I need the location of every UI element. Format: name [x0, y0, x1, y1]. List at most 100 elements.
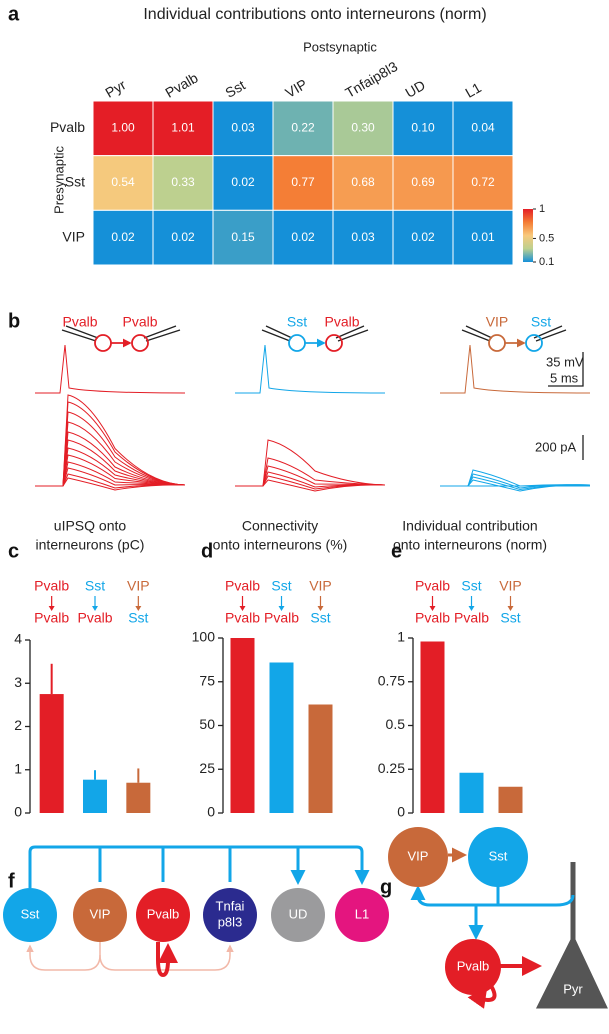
traces [35, 344, 591, 492]
chart-title: Connectivity [242, 518, 318, 534]
panel-label: e [391, 540, 402, 562]
node-label: L1 [355, 906, 369, 921]
node-label: Pyr [563, 981, 583, 996]
node-label: p8l3 [218, 914, 243, 929]
spike-trace [440, 344, 591, 394]
category-pre: Pvalb [415, 578, 450, 594]
y-tick-label: 1 [397, 629, 405, 645]
cell-label: 0.02 [291, 230, 315, 244]
cell-label: 0.72 [471, 175, 495, 189]
heatmap-cell [152, 100, 214, 157]
chart-title: uIPSQ onto [54, 518, 127, 534]
y-tick-label: 0 [14, 804, 22, 820]
column-label: Tnfaip8l3 [342, 58, 400, 101]
colorbar [523, 209, 533, 262]
bar [269, 662, 294, 813]
connection [28, 845, 370, 888]
row-label: Pvalb [50, 119, 85, 135]
panel-label: d [201, 540, 213, 562]
connection [99, 944, 234, 971]
chart-title: onto interneurons (norm) [393, 537, 547, 553]
panel-b: b Pvalb Pvalb Sst Pvalb VIP Sst 35 mV 5 … [8, 310, 584, 460]
heatmap-cell [212, 100, 274, 157]
current-trace [35, 394, 186, 487]
self-connection [156, 942, 178, 978]
scale-bar [548, 352, 584, 387]
y-tick-label: 75 [199, 672, 215, 688]
category-post: Pvalb [454, 610, 489, 626]
colorbar-tick-label: 1 [539, 203, 545, 215]
heatmap-cell [332, 209, 394, 266]
column-label: Pyr [102, 76, 128, 101]
cell [525, 334, 543, 352]
category-arrowhead [48, 606, 55, 611]
y-tick-label: 0.25 [378, 760, 405, 776]
spike-trace [35, 344, 186, 394]
post-label: Sst [531, 314, 551, 330]
column-label: VIP [282, 76, 310, 101]
node-label: Pvalb [147, 906, 180, 921]
heatmap-cell [332, 100, 394, 157]
node [468, 827, 528, 887]
y-tick-label: 0.75 [378, 672, 405, 688]
category-post: Sst [500, 610, 520, 626]
panel-label: c [8, 540, 19, 562]
connection [410, 885, 498, 907]
panel-label: a [8, 3, 20, 25]
cell [488, 334, 506, 352]
heatmap-cell [272, 100, 334, 157]
category-post: Pvalb [34, 610, 69, 626]
current-trace [440, 476, 591, 491]
y-tick-label: 2 [14, 717, 22, 733]
current-trace [35, 411, 186, 487]
scale-label: 200 pA [535, 439, 577, 454]
connection [26, 942, 101, 971]
cell-label: 0.54 [111, 175, 135, 189]
column-label: UD [402, 77, 428, 101]
heatmap-cell [452, 209, 514, 266]
category-post: Pvalb [415, 610, 450, 626]
node [136, 888, 190, 942]
cell-label: 0.02 [171, 230, 195, 244]
y-tick-label: 4 [14, 631, 22, 647]
cell-label: 0.15 [231, 230, 255, 244]
node [203, 888, 257, 942]
bar [39, 694, 64, 813]
cell [131, 334, 149, 352]
scale-label: 35 mV [546, 354, 584, 369]
post-label: Pvalb [122, 314, 157, 330]
bar [420, 641, 445, 813]
current-trace [35, 421, 186, 487]
scale-label: 5 ms [550, 370, 579, 385]
category-post: Sst [310, 610, 330, 626]
cell-label: 0.69 [411, 175, 435, 189]
heatmap-cell [92, 100, 154, 157]
current-trace [235, 439, 386, 487]
bar [498, 786, 523, 813]
node-label: VIP [90, 906, 111, 921]
category-pre: VIP [127, 578, 150, 594]
heatmap-cell [452, 155, 514, 211]
category-post: Pvalb [225, 610, 260, 626]
bar [126, 782, 151, 813]
y-tick-label: 1 [14, 760, 22, 776]
cell-label: 0.22 [291, 121, 315, 135]
row-label: Sst [65, 174, 85, 190]
category-arrowhead [239, 606, 246, 611]
cell-label: 1.00 [111, 121, 135, 135]
cell-label: 0.03 [351, 230, 375, 244]
cell-label: 0.02 [231, 175, 255, 189]
current-trace [235, 475, 386, 490]
panel-f: f Sst VIP Pvalb Tnfai p8l3 UD L1 [3, 845, 389, 978]
cell [94, 334, 112, 352]
heatmap-cell [272, 155, 334, 211]
node-label: UD [289, 906, 308, 921]
category-arrowhead [317, 606, 324, 611]
node [271, 888, 325, 942]
cell-label: 0.03 [231, 121, 255, 135]
category-post: Pvalb [77, 610, 112, 626]
heatmap-cell [332, 155, 394, 211]
y-tick-label: 100 [192, 629, 216, 645]
category-pre: Sst [461, 578, 481, 594]
